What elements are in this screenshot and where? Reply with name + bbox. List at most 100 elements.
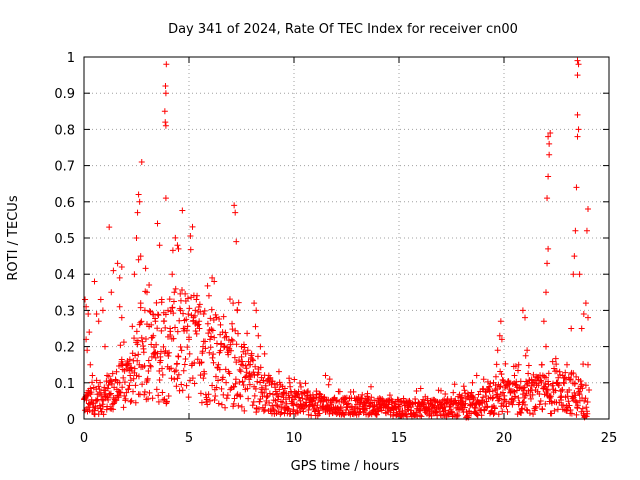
- data-point: [153, 386, 160, 393]
- data-point: [175, 353, 182, 360]
- data-point: [159, 371, 166, 378]
- data-point: [564, 361, 570, 368]
- data-point: [207, 344, 214, 351]
- data-point: [223, 333, 230, 340]
- data-point: [491, 405, 498, 412]
- data-point: [449, 401, 456, 408]
- data-point: [581, 397, 588, 404]
- data-point: [153, 341, 160, 348]
- data-point: [196, 325, 203, 332]
- data-point: [502, 360, 509, 367]
- data-point: [138, 318, 145, 325]
- data-point: [532, 387, 539, 394]
- data-point: [572, 392, 579, 399]
- data-point: [88, 396, 95, 403]
- data-point: [118, 263, 125, 270]
- data-point: [566, 376, 573, 383]
- data-point: [145, 395, 152, 402]
- data-point: [160, 397, 167, 404]
- data-point: [295, 388, 302, 395]
- data-point: [263, 386, 269, 393]
- data-point: [241, 407, 248, 414]
- data-point: [578, 325, 585, 332]
- data-point: [303, 402, 310, 409]
- data-point: [116, 379, 123, 386]
- data-point: [162, 82, 169, 89]
- data-point: [235, 330, 241, 337]
- data-point: [572, 398, 579, 405]
- data-point: [527, 395, 534, 402]
- data-point: [137, 300, 144, 307]
- data-point: [257, 364, 264, 371]
- data-point: [197, 308, 204, 315]
- data-point: [583, 413, 590, 420]
- data-point: [132, 352, 139, 359]
- data-point: [144, 289, 150, 296]
- data-point: [174, 242, 181, 249]
- y-tick-label: 0.7: [54, 160, 75, 175]
- data-point: [194, 322, 201, 329]
- data-point: [246, 381, 253, 388]
- y-tick-label: 1: [67, 51, 75, 66]
- data-point: [250, 398, 257, 405]
- data-point: [217, 347, 224, 354]
- data-point: [515, 395, 522, 402]
- data-point: [255, 332, 262, 339]
- data-point: [362, 402, 369, 409]
- data-point: [172, 324, 178, 331]
- data-point: [133, 235, 140, 241]
- data-point: [543, 374, 549, 381]
- data-point: [115, 394, 122, 401]
- data-point: [448, 408, 455, 415]
- data-point: [183, 382, 190, 389]
- data-point: [225, 351, 232, 358]
- data-point: [226, 296, 233, 303]
- data-point: [486, 383, 493, 390]
- data-point: [129, 323, 136, 330]
- data-point: [171, 368, 178, 375]
- data-point: [167, 325, 174, 332]
- data-point: [548, 410, 555, 417]
- data-point: [136, 198, 143, 205]
- data-point: [553, 368, 560, 375]
- data-point: [313, 394, 320, 401]
- data-point: [220, 313, 227, 320]
- data-point: [118, 356, 125, 363]
- data-point: [155, 398, 162, 405]
- data-point: [580, 361, 587, 368]
- data-point: [496, 395, 503, 402]
- data-point: [522, 401, 528, 408]
- x-tick-label: 25: [601, 431, 618, 446]
- data-point: [461, 387, 468, 394]
- data-point: [223, 395, 230, 402]
- data-point: [215, 377, 222, 384]
- data-point: [375, 408, 382, 415]
- data-point: [544, 260, 551, 267]
- data-point: [224, 392, 231, 399]
- data-point: [497, 383, 504, 390]
- data-point: [162, 324, 169, 331]
- data-point: [432, 408, 439, 415]
- data-point: [568, 325, 575, 332]
- data-point: [296, 394, 303, 401]
- data-point: [162, 311, 169, 318]
- data-point: [205, 391, 212, 398]
- data-point: [273, 402, 280, 409]
- data-point: [462, 390, 469, 397]
- data-point: [168, 375, 175, 382]
- data-point: [181, 325, 188, 332]
- data-point: [578, 381, 585, 388]
- data-point: [131, 271, 138, 278]
- data-point: [542, 400, 549, 407]
- data-point: [385, 401, 392, 408]
- data-point: [494, 347, 501, 354]
- data-point: [286, 379, 293, 386]
- data-point: [491, 410, 498, 417]
- data-point: [275, 368, 282, 375]
- y-tick-label: 0.5: [54, 232, 75, 247]
- data-point: [512, 393, 519, 400]
- data-point: [158, 327, 165, 334]
- data-point: [211, 396, 218, 403]
- data-point: [110, 406, 117, 413]
- data-point: [580, 311, 587, 318]
